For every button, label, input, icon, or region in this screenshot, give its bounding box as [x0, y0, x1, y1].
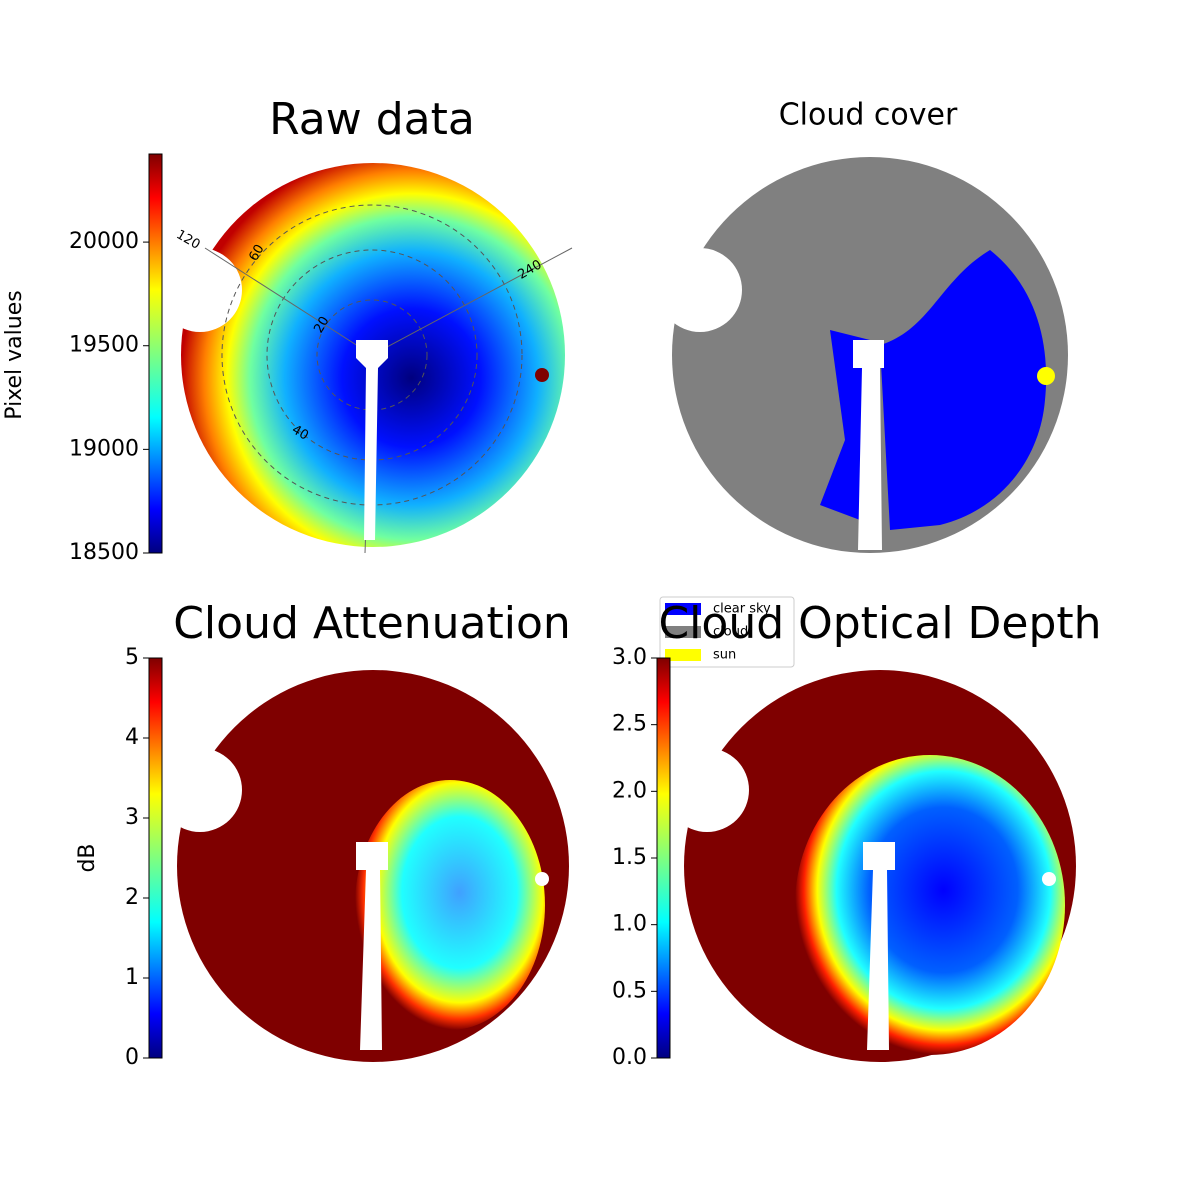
legend-swatch	[665, 626, 701, 638]
legend-swatch	[665, 603, 701, 615]
mask	[665, 748, 749, 832]
sun-spot	[535, 368, 549, 382]
cover-image	[658, 157, 1068, 553]
colorbar-tick-label: 1	[125, 965, 139, 990]
colorbar-tick-label: 0	[125, 1045, 139, 1070]
clear-patch	[355, 780, 545, 1030]
mast	[863, 842, 895, 1050]
azimuth-line	[204, 247, 373, 356]
colorbar-tick-label: 5	[125, 645, 139, 670]
colorbar-tick-label: 2.5	[612, 712, 647, 737]
colorbar-tick-label: 20000	[69, 229, 139, 254]
colorbar-tick-label: 3	[125, 805, 139, 830]
panel-title: Cloud Optical Depth	[658, 598, 1101, 649]
polar-label: 20	[311, 314, 332, 336]
colorbar-tick-label: 2	[125, 885, 139, 910]
legend-swatch	[665, 649, 701, 661]
colorbar-tick-label: 4	[125, 725, 139, 750]
mast	[356, 340, 388, 540]
colorbar-tick-label: 19000	[69, 436, 139, 461]
attenuation-image	[158, 670, 569, 1062]
polar-label: 40	[289, 422, 311, 443]
colorbar-label: dB	[75, 843, 100, 872]
zenith-ring	[316, 299, 428, 411]
mast	[356, 842, 388, 1050]
clear-region	[880, 250, 1047, 530]
raw-image	[158, 163, 573, 554]
colorbar	[148, 657, 163, 1059]
colorbar	[656, 657, 671, 1059]
sun-mask	[1042, 872, 1056, 886]
legend-label: clear sky	[713, 602, 771, 617]
colorbar-tick-label: 1.0	[612, 912, 647, 937]
colorbar	[148, 153, 163, 554]
mask	[158, 248, 242, 332]
colorbar-tick-label: 18500	[69, 540, 139, 565]
colorbar-tick-label: 19500	[69, 333, 139, 358]
mask	[158, 748, 242, 832]
sun	[1037, 367, 1055, 385]
clear-patch	[795, 755, 1065, 1055]
clear-region	[820, 330, 870, 520]
legend-label: cloud	[713, 625, 748, 640]
panel-title: Cloud cover	[779, 98, 958, 133]
legend-label: sun	[713, 648, 736, 663]
mask	[658, 248, 742, 332]
colorbar-tick-label: 0.0	[612, 1045, 647, 1070]
colorbar-tick-label: 0.5	[612, 978, 647, 1003]
colorbar-tick-label: 3.0	[612, 645, 647, 670]
colorbar-tick-label: 2.0	[612, 778, 647, 803]
colorbar-tick-label: 1.5	[612, 845, 647, 870]
panel-title: Raw data	[269, 94, 475, 145]
azimuth-line	[371, 247, 573, 356]
optical-depth-image	[665, 670, 1076, 1062]
polar-label: 60	[246, 242, 267, 264]
mast	[853, 340, 884, 550]
sun-mask	[535, 872, 549, 886]
panel-title: Cloud Attenuation	[173, 598, 571, 649]
colorbar-label: Pixel values	[2, 290, 27, 419]
